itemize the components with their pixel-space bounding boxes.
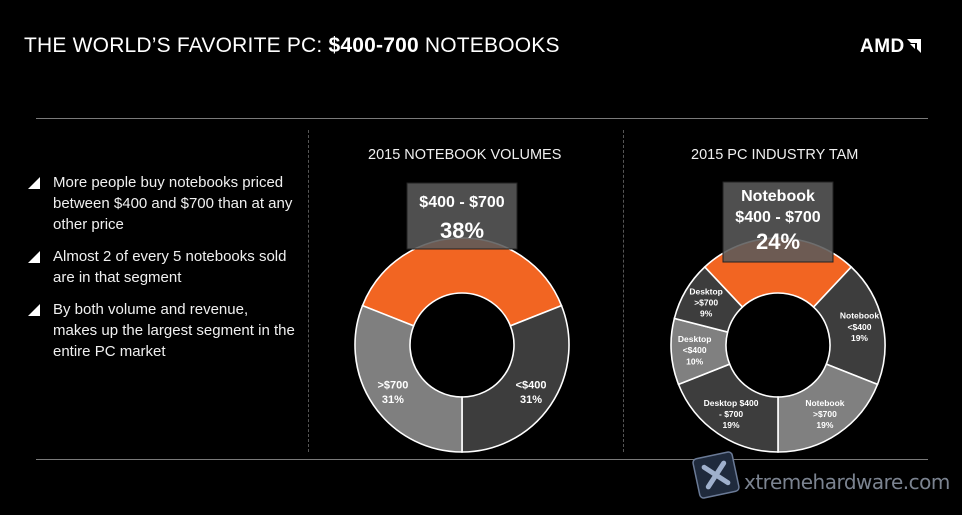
bullet-item: By both volume and revenue, makes up the… <box>26 299 296 362</box>
callout-box <box>406 182 518 250</box>
slice-label: Notebook <box>840 311 879 321</box>
donut-chart-1: Notebook<$40019%Notebook>$70019%Desktop … <box>670 181 886 453</box>
slice-label: <$400 <box>848 322 872 332</box>
slice-label: 19% <box>723 420 740 430</box>
donut-chart-0: <$400 31% >$700 31% $400 - $700 38% <box>354 182 570 453</box>
slice-label: 19% <box>816 420 833 430</box>
callout-box <box>722 181 834 263</box>
slice-label: Desktop <box>689 286 723 296</box>
chart-title-notebook-volumes: 2015 NOTEBOOK VOLUMES <box>368 147 562 163</box>
slice-label: 31% <box>520 394 542 406</box>
bullet-item: Almost 2 of every 5 notebooks sold are i… <box>26 246 296 288</box>
page-title: THE WORLD’S FAVORITE PC: $400-700 NOTEBO… <box>24 34 560 57</box>
donut-slice <box>461 304 570 453</box>
slice-label: <$400 <box>516 380 547 392</box>
callout-value: 38% <box>440 218 484 243</box>
slice-label: 19% <box>851 333 868 343</box>
donut-slice <box>354 304 463 453</box>
amd-logo: AMD <box>860 36 921 58</box>
bottom-divider <box>36 459 928 460</box>
column-divider-left <box>308 130 309 452</box>
watermark-text: xtremehardware.com <box>744 470 950 494</box>
watermark-x-icon <box>692 451 740 499</box>
callout-value: 24% <box>756 229 800 254</box>
slice-label: Notebook <box>805 398 844 408</box>
triangle-bullet-icon <box>28 177 40 189</box>
bullet-item: More people buy notebooks priced between… <box>26 172 296 235</box>
slice-label: >$700 <box>813 409 837 419</box>
slice-label: <$400 <box>683 345 707 355</box>
callout-label: Notebook <box>741 188 815 205</box>
bullet-list: More people buy notebooks priced between… <box>26 172 296 373</box>
top-divider <box>36 118 928 119</box>
triangle-bullet-icon <box>28 304 40 316</box>
amd-arrow-icon <box>906 39 921 53</box>
slice-label: - $700 <box>719 409 743 419</box>
slice-label: >$700 <box>694 297 718 307</box>
donut-slice <box>361 237 563 327</box>
slice-label: Desktop <box>678 334 712 344</box>
column-divider-right <box>623 130 624 452</box>
slice-label: >$700 <box>377 380 408 392</box>
slice-label: 31% <box>382 394 404 406</box>
triangle-bullet-icon <box>28 251 40 263</box>
chart-title-pc-industry-tam: 2015 PC INDUSTRY TAM <box>691 147 859 163</box>
slice-label: 10% <box>686 356 703 366</box>
slice-label: 9% <box>700 309 713 319</box>
slice-label: Desktop $400 <box>704 398 759 408</box>
callout-label: $400 - $700 <box>735 209 821 226</box>
callout-label: $400 - $700 <box>419 194 505 211</box>
donut-slice <box>673 265 744 334</box>
